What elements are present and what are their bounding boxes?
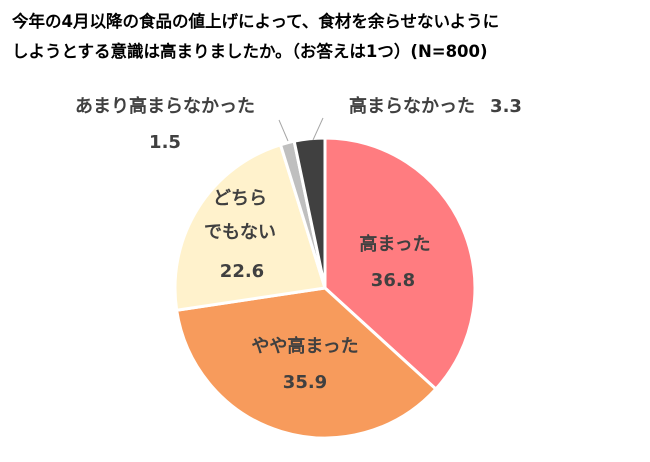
pie-slice	[173, 142, 327, 312]
value-label: 1.5	[149, 131, 181, 153]
pie-slice	[323, 136, 477, 392]
chart-title: 今年の4月以降の食品の値上げによって、食材を余らせないように	[12, 12, 500, 31]
slice-label: あまり高まらなかった	[75, 95, 255, 117]
slice-label: やや高まった	[251, 335, 359, 357]
slice-label: 高まらなかった	[349, 95, 475, 117]
slice-label: どちら でもない	[204, 187, 276, 243]
value-label: 35.9	[282, 371, 328, 393]
leader-line	[278, 119, 289, 142]
slice-label: 高まった	[359, 233, 431, 255]
chart-title: しようとする意識は高まりましたか。（お答えは1つ）(N=800)	[12, 42, 488, 61]
value-label: 36.8	[370, 269, 416, 291]
pie-slice	[174, 286, 438, 440]
value-label: 3.3	[490, 95, 522, 117]
pie-slice	[292, 136, 327, 289]
leader-line	[312, 117, 324, 141]
value-label: 22.6	[219, 260, 265, 282]
